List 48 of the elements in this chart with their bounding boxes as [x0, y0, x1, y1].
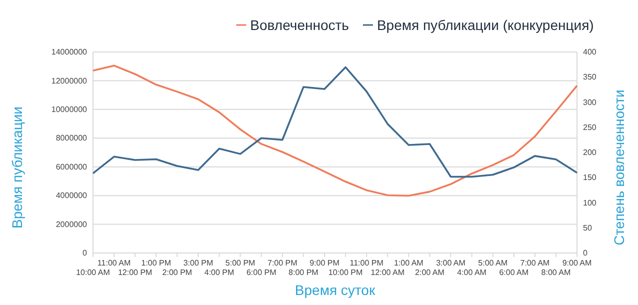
y-tick-label: 12000000: [51, 76, 88, 86]
x-tick-label: 4:00 PM: [204, 268, 234, 278]
y2-tick-label: 200: [583, 148, 597, 158]
x-axis-title: Время суток: [294, 282, 376, 298]
y2-tick-label: 150: [583, 173, 597, 182]
x-tick-label: 10:00 PM: [328, 268, 363, 278]
y2-tick-label: 250: [583, 122, 597, 132]
x-tick-label: 6:00 AM: [499, 268, 529, 278]
y-tick-label: 2000000: [56, 220, 88, 229]
y-tick-label: 10000000: [51, 104, 88, 114]
y-tick-label: 14000000: [51, 48, 88, 57]
legend-label: Время публикации (конкуренция): [376, 17, 594, 33]
line-series: [92, 66, 578, 178]
y-axis-title: Время публикации: [9, 106, 25, 229]
x-tick-label: 1:00 AM: [394, 258, 424, 268]
legend-label: Вовлеченность: [250, 17, 349, 33]
x-tick-label: 10:00 AM: [76, 268, 110, 278]
y2-tick-label: 50: [583, 223, 592, 232]
x-tick-label: 12:00 AM: [370, 268, 405, 278]
x-tick-label: 2:00 AM: [415, 268, 445, 278]
x-tick-label: 8:00 PM: [288, 268, 319, 278]
x-tick-label: 6:00 PM: [246, 268, 277, 278]
y-tick-label: 0: [82, 248, 88, 258]
y2-tick-label: 300: [583, 98, 597, 107]
x-tick-label: 7:00 PM: [267, 258, 298, 268]
x-tick-label: 7:00 AM: [520, 258, 550, 268]
x-tick-label: 11:00 PM: [350, 258, 384, 268]
x-tick-label: 3:00 AM: [436, 258, 466, 268]
x-tick-label: 5:00 AM: [478, 258, 508, 268]
y2-tick-label: 350: [583, 72, 597, 82]
x-tick-label: 8:00 AM: [541, 268, 571, 278]
y-tick-label: 6000000: [56, 162, 88, 172]
y2-tick-label: 100: [583, 198, 597, 208]
y2-axis-title: Степень вовлеченности: [611, 90, 627, 246]
y-tick-label: 8000000: [56, 134, 88, 143]
y2-tick-label: 400: [583, 48, 597, 57]
x-tick-label: 9:00 AM: [562, 258, 592, 268]
x-tick-label: 9:00 PM: [310, 258, 340, 268]
line-series: [92, 64, 578, 197]
x-tick-label: 11:00 AM: [97, 258, 131, 268]
x-tick-label: 4:00 AM: [457, 268, 487, 278]
x-tick-label: 1:00 PM: [141, 258, 172, 268]
x-tick-label: 3:00 PM: [183, 258, 214, 268]
y-tick-label: 4000000: [56, 191, 88, 200]
x-tick-label: 12:00 PM: [118, 268, 153, 278]
x-tick-label: 5:00 PM: [225, 258, 256, 268]
y2-tick-label: 0: [583, 248, 588, 258]
x-tick-label: 2:00 PM: [162, 268, 192, 278]
